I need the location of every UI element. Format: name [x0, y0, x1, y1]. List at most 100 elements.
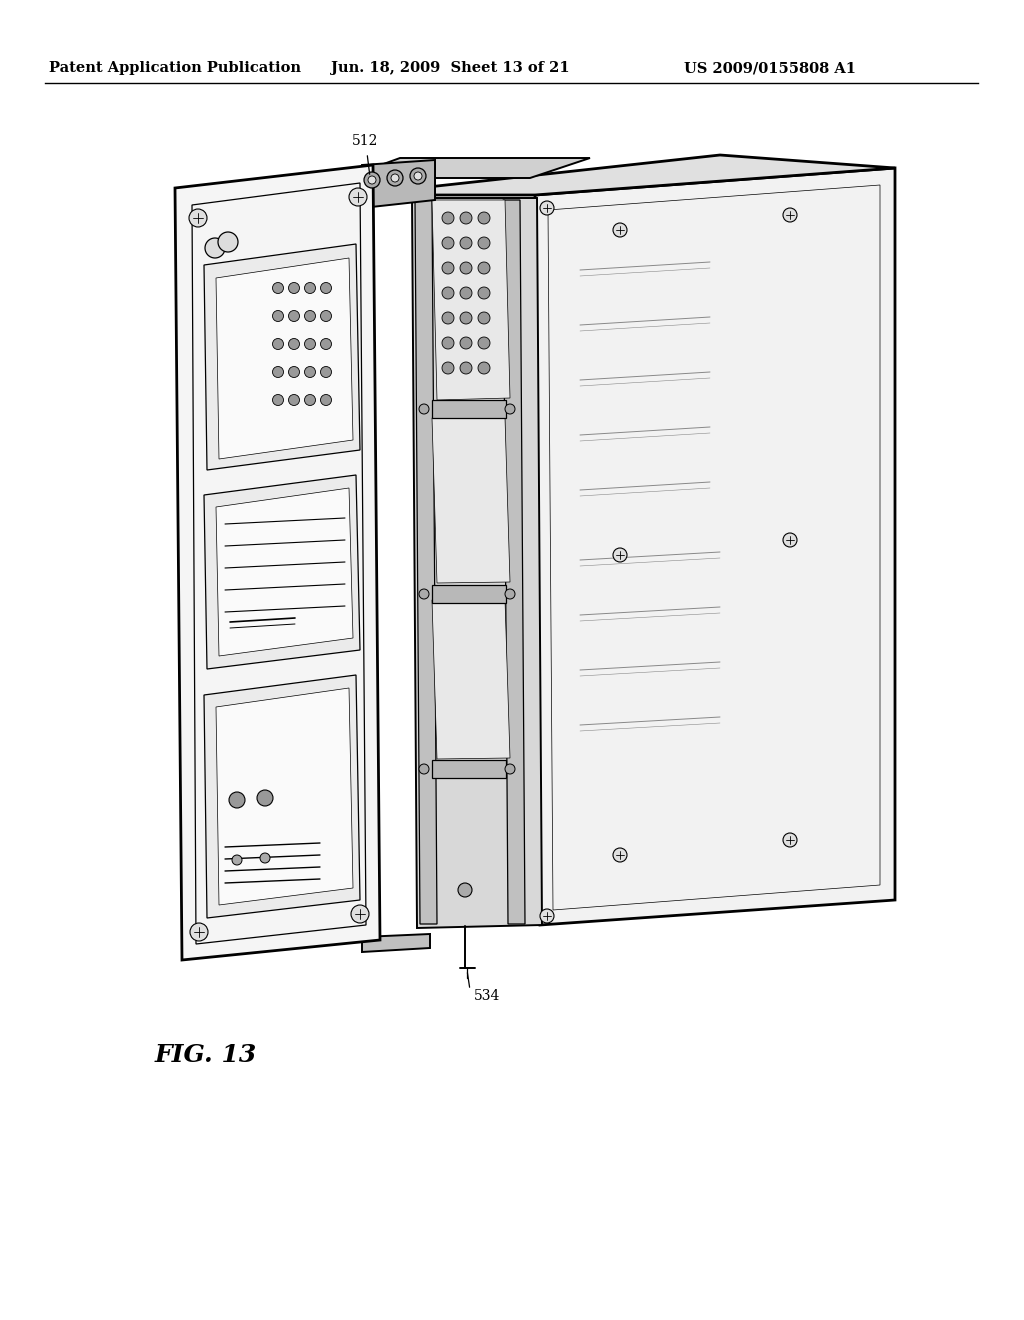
Circle shape	[540, 201, 554, 215]
Circle shape	[384, 168, 402, 185]
Circle shape	[260, 853, 270, 863]
Circle shape	[540, 909, 554, 923]
Circle shape	[478, 286, 490, 300]
Polygon shape	[345, 158, 590, 178]
Circle shape	[410, 168, 426, 183]
Circle shape	[783, 833, 797, 847]
Circle shape	[272, 282, 284, 293]
Circle shape	[460, 213, 472, 224]
Circle shape	[613, 847, 627, 862]
Polygon shape	[216, 488, 353, 656]
Circle shape	[304, 395, 315, 405]
Circle shape	[442, 261, 454, 275]
Circle shape	[442, 362, 454, 374]
Circle shape	[272, 310, 284, 322]
Polygon shape	[432, 760, 506, 777]
Circle shape	[289, 395, 299, 405]
Circle shape	[321, 282, 332, 293]
Circle shape	[505, 589, 515, 599]
Circle shape	[349, 187, 367, 206]
Circle shape	[442, 286, 454, 300]
Circle shape	[304, 282, 315, 293]
Circle shape	[478, 362, 490, 374]
Text: FIG. 13: FIG. 13	[155, 1043, 257, 1067]
Circle shape	[272, 395, 284, 405]
Circle shape	[478, 261, 490, 275]
Polygon shape	[362, 160, 435, 209]
Circle shape	[442, 213, 454, 224]
Text: Patent Application Publication: Patent Application Publication	[49, 61, 301, 75]
Text: 534: 534	[474, 989, 501, 1003]
Polygon shape	[355, 154, 895, 195]
Circle shape	[478, 238, 490, 249]
Circle shape	[460, 362, 472, 374]
Circle shape	[478, 337, 490, 348]
Circle shape	[321, 395, 332, 405]
Polygon shape	[432, 201, 510, 400]
Circle shape	[419, 589, 429, 599]
Polygon shape	[415, 201, 437, 924]
Circle shape	[414, 172, 422, 180]
Polygon shape	[204, 244, 360, 470]
Circle shape	[304, 367, 315, 378]
Circle shape	[257, 789, 273, 807]
Circle shape	[412, 165, 430, 183]
Circle shape	[505, 764, 515, 774]
Circle shape	[460, 337, 472, 348]
Text: Jun. 18, 2009  Sheet 13 of 21: Jun. 18, 2009 Sheet 13 of 21	[331, 61, 569, 75]
Circle shape	[218, 232, 238, 252]
Polygon shape	[535, 168, 895, 925]
Polygon shape	[350, 162, 435, 205]
Circle shape	[613, 223, 627, 238]
Circle shape	[478, 213, 490, 224]
Polygon shape	[216, 688, 353, 906]
Circle shape	[478, 312, 490, 323]
Circle shape	[272, 367, 284, 378]
Circle shape	[289, 367, 299, 378]
Circle shape	[460, 286, 472, 300]
Circle shape	[460, 238, 472, 249]
Circle shape	[442, 238, 454, 249]
Circle shape	[419, 764, 429, 774]
Circle shape	[460, 312, 472, 323]
Circle shape	[189, 209, 207, 227]
Circle shape	[304, 310, 315, 322]
Circle shape	[391, 174, 399, 182]
Circle shape	[387, 170, 403, 186]
Circle shape	[458, 883, 472, 898]
Circle shape	[232, 855, 242, 865]
Circle shape	[289, 282, 299, 293]
Text: 512: 512	[352, 135, 378, 148]
Polygon shape	[412, 198, 542, 928]
Circle shape	[368, 176, 376, 183]
Circle shape	[356, 169, 374, 187]
Circle shape	[272, 338, 284, 350]
Circle shape	[190, 923, 208, 941]
Text: US 2009/0155808 A1: US 2009/0155808 A1	[684, 61, 856, 75]
Polygon shape	[432, 601, 510, 759]
Circle shape	[304, 338, 315, 350]
Polygon shape	[216, 257, 353, 459]
Circle shape	[321, 367, 332, 378]
Polygon shape	[204, 475, 360, 669]
Circle shape	[442, 337, 454, 348]
Circle shape	[613, 548, 627, 562]
Circle shape	[783, 533, 797, 546]
Circle shape	[289, 310, 299, 322]
Circle shape	[289, 338, 299, 350]
Circle shape	[419, 404, 429, 414]
Circle shape	[505, 404, 515, 414]
Polygon shape	[362, 935, 430, 952]
Circle shape	[321, 310, 332, 322]
Circle shape	[351, 906, 369, 923]
Polygon shape	[432, 585, 506, 603]
Circle shape	[460, 261, 472, 275]
Circle shape	[321, 338, 332, 350]
Circle shape	[205, 238, 225, 257]
Circle shape	[442, 312, 454, 323]
Polygon shape	[432, 418, 510, 583]
Polygon shape	[204, 675, 360, 917]
Circle shape	[783, 209, 797, 222]
Polygon shape	[175, 165, 380, 960]
Polygon shape	[503, 201, 525, 924]
